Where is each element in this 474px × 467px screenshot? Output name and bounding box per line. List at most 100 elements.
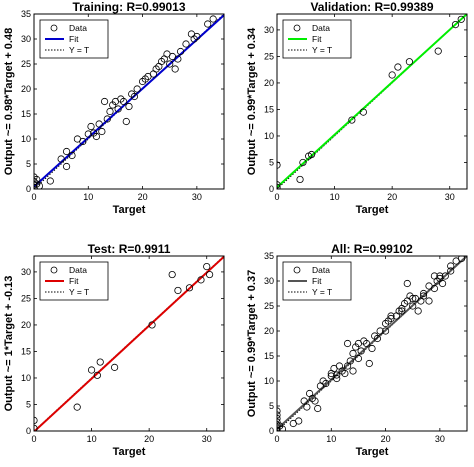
data-point	[166, 60, 174, 68]
data-point	[171, 65, 179, 73]
data-point	[111, 363, 119, 371]
legend-entry: Y = T	[69, 287, 89, 297]
data-point	[314, 404, 322, 413]
x-tick-label: 10	[326, 434, 336, 444]
data-point	[343, 339, 352, 348]
y-tick-label: 30	[21, 34, 31, 44]
data-points	[277, 15, 465, 189]
data-point	[349, 367, 357, 375]
legend-entry: Data	[312, 265, 330, 275]
y-tick-label: 15	[264, 351, 274, 361]
data-point	[190, 35, 198, 43]
x-tick-label: 0	[274, 434, 279, 444]
y-tick-label: 5	[269, 157, 274, 167]
data-point	[34, 416, 38, 424]
legend-entry: Fit	[312, 276, 322, 286]
data-point	[168, 270, 176, 279]
data-point	[388, 71, 396, 79]
data-point	[277, 183, 281, 189]
data-point	[93, 371, 101, 379]
data-point	[73, 403, 81, 411]
data-point	[128, 90, 136, 98]
data-point	[125, 102, 133, 111]
y-axis-label: Output ~= 1*Target + -0.13	[3, 276, 15, 412]
x-tick-label: 10	[330, 192, 340, 202]
data-point	[405, 58, 414, 66]
data-point	[277, 407, 281, 415]
data-point	[346, 357, 354, 365]
data-point	[68, 151, 76, 160]
data-point	[341, 369, 349, 378]
data-point	[359, 108, 367, 116]
y-tick-label: 15	[264, 104, 274, 114]
legend-entry: Data	[69, 23, 87, 33]
data-point	[303, 403, 311, 411]
x-tick-label: 20	[138, 192, 148, 202]
y-tick-label: 20	[264, 78, 274, 88]
data-point	[425, 297, 433, 305]
y-tick-label: 25	[264, 51, 274, 61]
data-point	[277, 424, 281, 431]
data-point	[34, 181, 38, 189]
data-point	[357, 347, 365, 355]
data-point	[394, 63, 402, 71]
legend-data-marker	[293, 24, 301, 32]
y-tick-label: 30	[264, 276, 274, 286]
data-point	[333, 374, 341, 383]
x-axis-label: Target	[356, 204, 389, 216]
y-tick-label: 0	[26, 426, 31, 436]
y-tick-label: 35	[21, 9, 31, 19]
data-point	[100, 97, 109, 106]
chart-title: Validation: R=0.99389	[310, 0, 433, 14]
data-point	[398, 307, 406, 315]
data-point	[182, 40, 190, 48]
y-tick-label: 10	[21, 134, 31, 144]
data-point	[348, 116, 356, 124]
chart-title: Training: R=0.99013	[72, 0, 185, 14]
data-point	[87, 366, 96, 374]
x-tick-label: 0	[31, 192, 36, 202]
data-points	[277, 256, 466, 431]
data-point	[92, 132, 101, 141]
data-point	[338, 367, 346, 375]
panel-4: 0 10 20 30 0 5 10 15 20 25 30 35 All: R=0.99102 Targe…	[246, 242, 468, 458]
legend-entry: Fit	[69, 276, 79, 286]
legend-entry: Fit	[69, 34, 79, 44]
axes-frame	[33, 255, 225, 432]
data-point	[457, 15, 465, 23]
data-point	[395, 307, 403, 315]
legend-entry: Y = T	[312, 287, 332, 297]
data-point	[122, 117, 130, 126]
x-axis-label: Target	[356, 446, 389, 458]
y-tick-label: 10	[21, 373, 31, 383]
data-point	[176, 47, 185, 56]
data-point	[307, 150, 316, 159]
data-point	[409, 294, 417, 303]
y-tick-label: 5	[26, 159, 31, 169]
data-point	[277, 414, 281, 423]
chart-title: Test: R=0.9911	[88, 242, 171, 256]
y-tick-label: 15	[21, 346, 31, 356]
x-tick-label: 30	[445, 192, 455, 202]
y-tick-label: 35	[264, 251, 274, 261]
x-tick-label: 30	[435, 434, 445, 444]
y-tick-label: 0	[269, 426, 274, 436]
data-point	[98, 127, 106, 136]
data-point	[46, 177, 54, 185]
data-point	[174, 55, 182, 63]
data-point	[296, 175, 304, 184]
data-point	[457, 256, 466, 263]
y-tick-label: 0	[26, 184, 31, 194]
legend-entry: Data	[312, 23, 330, 33]
data-point	[277, 181, 281, 189]
data-point	[430, 284, 439, 293]
data-point	[438, 279, 447, 288]
data-point	[119, 97, 128, 106]
data-point	[34, 424, 38, 431]
data-point	[376, 327, 384, 335]
y-tick-label: 30	[21, 267, 31, 277]
data-point	[387, 312, 395, 320]
